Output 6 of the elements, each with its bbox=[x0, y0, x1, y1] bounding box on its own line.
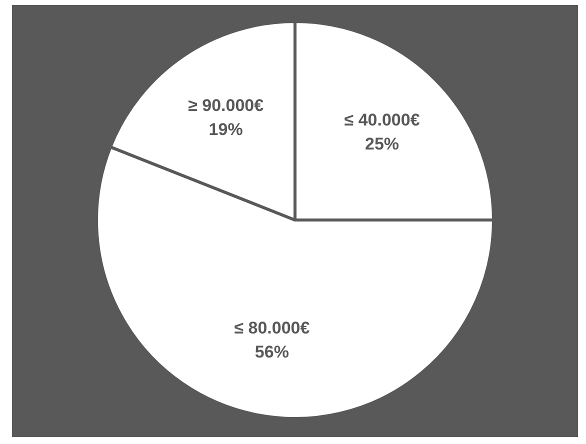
slice-label: ≤ 80.000€ bbox=[234, 318, 310, 338]
data-label: 19% bbox=[208, 120, 243, 139]
slice-label: ≤ 40.000€ bbox=[344, 110, 420, 130]
data-label: 56% bbox=[254, 342, 289, 362]
slice-label: ≥ 90.000€ bbox=[188, 96, 264, 115]
data-label: 25% bbox=[365, 134, 400, 154]
